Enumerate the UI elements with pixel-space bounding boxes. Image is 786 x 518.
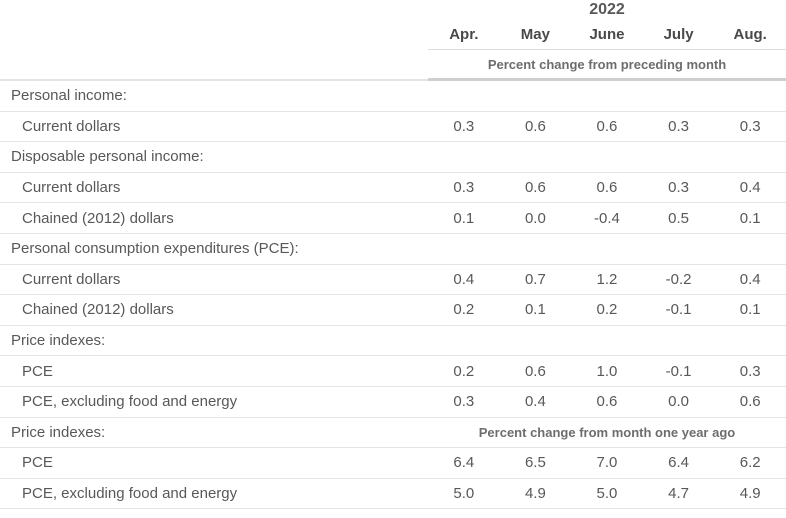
value-cell: 0.3 — [714, 111, 786, 143]
row-label: Current dollars — [0, 111, 428, 143]
unit-note-preceding-month: Percent change from preceding month — [428, 49, 786, 81]
row-label: Current dollars — [0, 172, 428, 204]
empty-cell — [428, 79, 786, 112]
section-label: Personal income: — [0, 79, 428, 112]
table-row: Current dollars 0.4 0.7 1.2 -0.2 0.4 — [0, 264, 786, 296]
value-cell: 0.3 — [428, 386, 500, 418]
month-header-aug: Aug. — [714, 20, 786, 50]
value-cell: 0.2 — [428, 294, 500, 326]
value-cell: 0.6 — [571, 172, 643, 204]
empty-cell — [428, 233, 786, 265]
value-cell: 0.4 — [714, 264, 786, 296]
value-cell: 0.6 — [499, 172, 572, 204]
value-cell: 0.1 — [714, 294, 786, 326]
row-label: PCE, excluding food and energy — [0, 478, 428, 510]
value-cell: 0.6 — [571, 111, 643, 143]
section-label: Price indexes: — [0, 325, 428, 357]
table-row: Current dollars 0.3 0.6 0.6 0.3 0.3 — [0, 111, 786, 143]
value-cell: 7.0 — [571, 447, 643, 479]
value-cell: 0.2 — [428, 355, 500, 387]
value-cell: 4.9 — [499, 478, 572, 510]
value-cell: 6.5 — [499, 447, 572, 479]
table-row: PCE, excluding food and energy 0.3 0.4 0… — [0, 386, 786, 418]
value-cell: 0.6 — [499, 355, 572, 387]
section-label: Personal consumption expenditures (PCE): — [0, 233, 428, 265]
value-cell: -0.2 — [642, 264, 715, 296]
value-cell: 4.9 — [714, 478, 786, 510]
value-cell: 6.4 — [642, 447, 715, 479]
value-cell: 0.0 — [499, 202, 572, 234]
value-cell: 0.7 — [499, 264, 572, 296]
table-row: PCE, excluding food and energy 5.0 4.9 5… — [0, 478, 786, 510]
value-cell: 0.5 — [642, 202, 715, 234]
value-cell: 0.3 — [642, 111, 715, 143]
value-cell: 0.1 — [499, 294, 572, 326]
table-row-section: Disposable personal income: — [0, 141, 786, 173]
value-cell: 0.6 — [714, 386, 786, 418]
value-cell: -0.1 — [642, 294, 715, 326]
months-row: Apr. May June July Aug. — [0, 20, 786, 50]
row-label: Chained (2012) dollars — [0, 202, 428, 234]
table-row-section: Personal consumption expenditures (PCE): — [0, 233, 786, 265]
value-cell: 4.7 — [642, 478, 715, 510]
table-row-section-note: Price indexes: Percent change from month… — [0, 417, 786, 449]
month-header-apr: Apr. — [428, 20, 500, 50]
year-header: 2022 — [589, 1, 625, 18]
value-cell: 5.0 — [571, 478, 643, 510]
value-cell: -0.1 — [642, 355, 715, 387]
row-label: PCE — [0, 355, 428, 387]
table-row: PCE 6.4 6.5 7.0 6.4 6.2 — [0, 447, 786, 479]
value-cell: 0.6 — [571, 386, 643, 418]
value-cell: 0.3 — [642, 172, 715, 204]
value-cell: 0.3 — [428, 172, 500, 204]
value-cell: 0.3 — [714, 355, 786, 387]
value-cell: 1.2 — [571, 264, 643, 296]
value-cell: 1.0 — [571, 355, 643, 387]
month-header-june: June — [571, 20, 643, 50]
value-cell: 0.2 — [571, 294, 643, 326]
value-cell: 0.1 — [714, 202, 786, 234]
header-blank-cell — [0, 49, 428, 81]
value-cell: 0.0 — [642, 386, 715, 418]
table-row: Chained (2012) dollars 0.1 0.0 -0.4 0.5 … — [0, 202, 786, 234]
value-cell: 6.4 — [428, 447, 500, 479]
value-cell: 0.6 — [499, 111, 572, 143]
unit-row: Percent change from preceding month — [0, 49, 786, 81]
month-header-may: May — [499, 20, 572, 50]
unit-note-year-ago: Percent change from month one year ago — [428, 417, 786, 449]
year-row: 2022 — [0, 0, 786, 20]
row-label: PCE — [0, 447, 428, 479]
month-header-july: July — [642, 20, 715, 50]
section-label: Price indexes: — [0, 417, 428, 449]
value-cell: 0.4 — [714, 172, 786, 204]
value-cell: 0.4 — [499, 386, 572, 418]
table-row: Chained (2012) dollars 0.2 0.1 0.2 -0.1 … — [0, 294, 786, 326]
value-cell: -0.4 — [571, 202, 643, 234]
table-row: Current dollars 0.3 0.6 0.6 0.3 0.4 — [0, 172, 786, 204]
section-label: Disposable personal income: — [0, 141, 428, 173]
table-row: PCE 0.2 0.6 1.0 -0.1 0.3 — [0, 355, 786, 387]
value-cell: 5.0 — [428, 478, 500, 510]
value-cell: 6.2 — [714, 447, 786, 479]
table-row-section: Price indexes: — [0, 325, 786, 357]
row-label: Chained (2012) dollars — [0, 294, 428, 326]
empty-cell — [428, 325, 786, 357]
value-cell: 0.1 — [428, 202, 500, 234]
empty-cell — [428, 141, 786, 173]
value-cell: 0.4 — [428, 264, 500, 296]
value-cell: 0.3 — [428, 111, 500, 143]
table-row-section: Personal income: — [0, 79, 786, 112]
row-label: Current dollars — [0, 264, 428, 296]
row-label: PCE, excluding food and energy — [0, 386, 428, 418]
header-blank-cell — [0, 0, 428, 20]
header-blank-cell — [0, 20, 428, 50]
